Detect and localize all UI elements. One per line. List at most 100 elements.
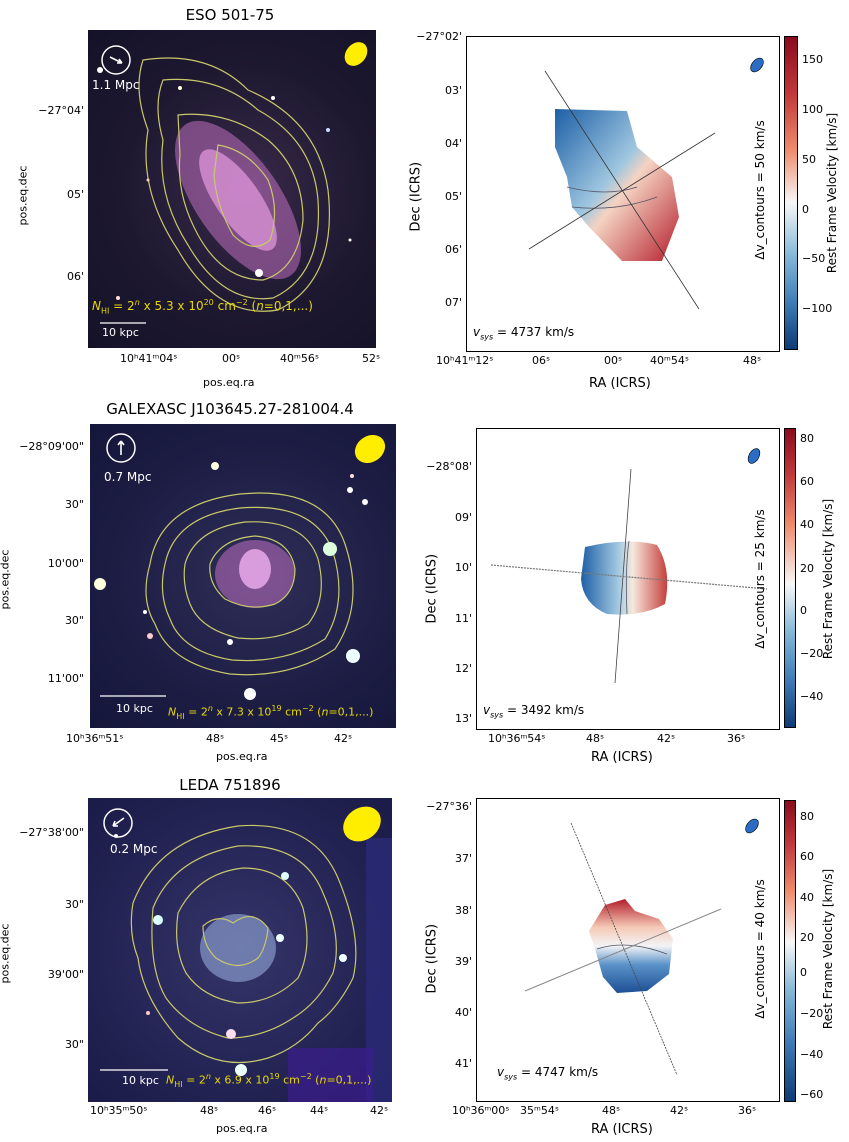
velocity-map-svg (524, 818, 759, 1076)
y-tick: 09' (454, 511, 472, 524)
x-axis-title: RA (ICRS) (589, 376, 651, 391)
y-tick: 13' (454, 712, 472, 725)
x-tick: 40ᵐ56ˢ (280, 352, 319, 365)
y-tick: 30" (64, 1038, 84, 1051)
cbar-label: Rest Frame Velocity [km/s] (821, 498, 835, 660)
vsys-value: 4737 km/s (510, 325, 575, 339)
cbar-tick: 0 (800, 966, 807, 979)
cbar-tick: 20 (800, 931, 814, 944)
scale-bar-label: 10 kpc (102, 326, 139, 339)
beam-ellipse (354, 434, 386, 464)
y-tick: 04' (444, 137, 462, 150)
cbar-tick: 80 (800, 810, 814, 823)
cbar-tick: 80 (800, 432, 814, 445)
contour-step: Δv_contours = 40 km/s (753, 879, 767, 1019)
x-tick: 42ˢ (334, 732, 353, 745)
y-axis-title: Dec (ICRS) (424, 553, 440, 624)
x-tick: 36ˢ (738, 1104, 757, 1117)
major-axis-line (544, 70, 700, 310)
x-tick: 45ˢ (270, 732, 289, 745)
velocity-field (555, 109, 679, 261)
optical-image: 1.1 Mpc 10 kpc NHI = 2n x 5.3 x 1020 cm−… (88, 30, 376, 348)
x-tick: 42ˢ (370, 1104, 389, 1117)
scale-distance: 0.7 Mpc (104, 470, 152, 484)
x-tick: 40ᵐ54ˢ (650, 354, 689, 367)
colorbar (784, 800, 796, 1102)
x-tick: 48ˢ (743, 354, 762, 367)
contour-note: NHI = 2n x 7.3 x 1019 cm−2 (n=0,1,...) (168, 704, 374, 721)
y-tick: −28°08' (426, 460, 472, 473)
contour-step: Δv_contours = 25 km/s (753, 509, 767, 649)
panel-title: LEDA 751896 (179, 776, 281, 794)
x-tick: 10ʰ41ᵐ04ˢ (120, 352, 178, 365)
velocity-map-svg (490, 448, 768, 684)
contour-base: 5.3 x 10 (154, 299, 204, 313)
contour-exp: 19 (269, 1072, 280, 1081)
x-axis-title: RA (ICRS) (591, 1122, 653, 1137)
x-tick: 52ˢ (362, 352, 381, 365)
vsys-label: vsys = 3492 km/s (483, 703, 585, 720)
x-tick: 48ˢ (586, 732, 605, 745)
panel-title: ESO 501-75 (185, 6, 275, 24)
y-tick: 41' (454, 1057, 472, 1070)
cbar-tick: 60 (800, 475, 814, 488)
minor-axis-line (528, 132, 716, 250)
y-axis-title: pos.eq.dec (0, 923, 12, 984)
x-tick: 44ˢ (310, 1104, 329, 1117)
field-stars (97, 67, 352, 300)
contour-step: Δv_contours = 50 km/s (753, 120, 767, 260)
optical-image-svg (100, 806, 392, 1102)
velocity-map: vsys = 4737 km/s (466, 36, 780, 352)
x-tick: 00ˢ (604, 354, 623, 367)
optical-image: 0.2 Mpc 10 kpc NHI = 2n x 6.9 x 1019 cm−… (88, 798, 392, 1102)
cbar-tick: −60 (800, 1088, 824, 1101)
y-tick: 10' (454, 561, 472, 574)
scale-bar-label: 10 kpc (116, 702, 153, 715)
y-tick: −27°36' (426, 800, 472, 813)
y-tick: 38' (454, 904, 472, 917)
cbar-tick: 40 (800, 891, 814, 904)
minor-axis-line (490, 564, 768, 590)
cbar-tick: −100 (802, 302, 833, 315)
y-tick: 11' (454, 612, 472, 625)
colorbar (784, 428, 796, 728)
y-tick: 39' (454, 955, 472, 968)
cbar-tick: 50 (802, 153, 816, 166)
y-tick: 30" (64, 898, 84, 911)
y-tick: 06' (66, 270, 84, 283)
beam-ellipse (747, 448, 761, 464)
optical-image-svg (97, 42, 368, 324)
direction-icon (106, 433, 136, 463)
cbar-tick: 40 (800, 518, 814, 531)
direction-icon (103, 808, 133, 838)
cbar-tick: 0 (800, 604, 807, 617)
field-stars (94, 462, 368, 700)
optical-image-svg (94, 433, 386, 700)
contour-base: 7.3 x 10 (226, 705, 272, 719)
cbar-tick: −20 (800, 647, 824, 660)
cbar-tick: 150 (802, 53, 823, 66)
x-axis-title: pos.eq.ra (203, 376, 255, 389)
contour-note: NHI = 2n x 5.3 x 1020 cm−2 (n=0,1,...) (92, 298, 313, 316)
x-tick: 10ʰ35ᵐ50ˢ (90, 1104, 148, 1117)
y-tick: 06' (444, 243, 462, 256)
y-tick: −27°02' (416, 30, 462, 43)
x-tick: 10ʰ36ᵐ54ˢ (488, 732, 546, 745)
y-axis-title: Dec (ICRS) (408, 161, 424, 232)
major-axis-line (570, 822, 678, 1076)
y-tick: 03' (444, 84, 462, 97)
y-tick: 39'00" (47, 968, 84, 981)
beam-ellipse (344, 42, 368, 66)
minor-axis-line (524, 908, 722, 992)
colorbar (784, 36, 798, 350)
scale-distance: 0.2 Mpc (110, 842, 158, 856)
y-axis-title: Dec (ICRS) (424, 923, 440, 994)
velocity-field (589, 899, 673, 993)
hi-contours (138, 57, 331, 312)
contour-note: NHI = 2n x 6.9 x 1019 cm−2 (n=0,1,...) (166, 1072, 372, 1089)
cbar-tick: 0 (802, 203, 809, 216)
y-tick: 05' (66, 188, 84, 201)
y-tick: 11'00" (47, 672, 84, 685)
cbar-tick: −50 (802, 252, 826, 265)
x-tick: 06ˢ (532, 354, 551, 367)
